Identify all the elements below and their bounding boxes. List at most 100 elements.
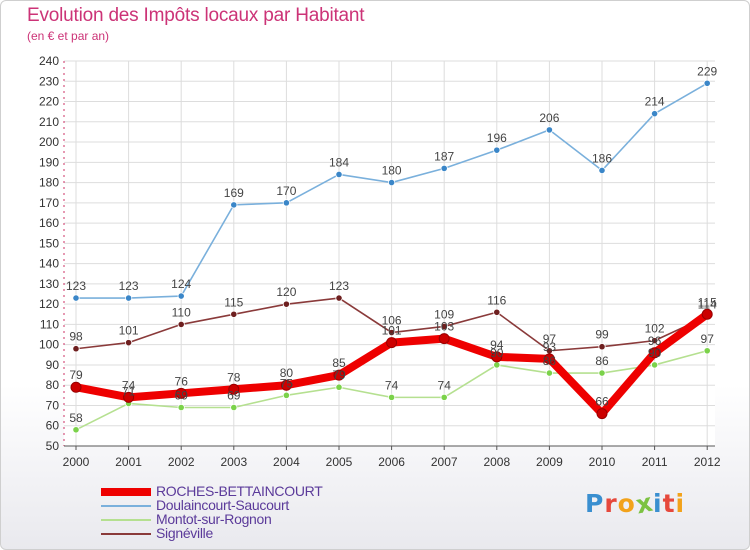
data-label: 90 xyxy=(648,346,662,360)
data-label: 170 xyxy=(276,184,296,198)
logo-letter: o xyxy=(617,489,636,518)
data-label: 110 xyxy=(172,305,191,319)
x-tick-label: 2008 xyxy=(483,455,510,469)
x-tick-label: 2004 xyxy=(273,455,300,469)
data-label: 86 xyxy=(595,354,609,368)
data-label: 186 xyxy=(592,151,612,165)
data-point xyxy=(598,166,606,175)
legend-label: Doulaincourt-Saucourt xyxy=(156,497,289,513)
data-point xyxy=(177,403,185,412)
y-tick-label: 100 xyxy=(39,338,59,352)
legend-label: Signéville xyxy=(156,525,213,541)
data-point xyxy=(177,320,185,329)
x-tick-label: 2002 xyxy=(168,455,195,469)
data-label: 206 xyxy=(539,111,559,125)
data-label: 69 xyxy=(227,389,241,403)
data-label: 187 xyxy=(434,149,454,163)
legend-item-montot-sur-rognon: Montot-sur-Rognon xyxy=(101,511,361,527)
legend-swatch xyxy=(101,519,151,521)
data-point xyxy=(491,351,503,363)
data-point xyxy=(280,379,292,391)
data-point xyxy=(650,337,659,345)
data-point xyxy=(72,426,80,434)
data-point xyxy=(70,381,82,393)
data-label: 123 xyxy=(119,279,139,293)
data-point xyxy=(282,199,290,207)
data-point xyxy=(335,294,343,302)
data-label: 180 xyxy=(382,164,402,178)
y-tick-label: 220 xyxy=(39,95,59,109)
chart-legend: ROCHES-BETTAINCOURT Doulaincourt-Saucour… xyxy=(101,483,361,541)
data-point xyxy=(650,361,659,369)
data-point xyxy=(493,308,501,316)
y-tick-label: 190 xyxy=(39,155,59,169)
chart-title: Evolution des Impôts locaux par Habitant xyxy=(27,5,365,26)
data-label: 115 xyxy=(698,295,717,309)
legend-item-signeville: Signéville xyxy=(101,525,361,541)
data-point xyxy=(333,369,345,381)
data-label: 115 xyxy=(224,295,243,309)
x-tick-label: 2010 xyxy=(589,455,616,469)
data-point xyxy=(596,408,608,420)
data-point xyxy=(230,403,238,412)
logo-letter: i xyxy=(675,489,686,518)
data-point xyxy=(123,391,135,403)
data-label: 99 xyxy=(595,328,609,342)
data-point xyxy=(228,383,240,395)
data-label: 80 xyxy=(280,366,294,380)
data-label: 97 xyxy=(701,332,715,346)
data-point xyxy=(177,292,185,300)
y-tick-label: 70 xyxy=(46,398,60,412)
data-label: 196 xyxy=(487,131,507,145)
data-point xyxy=(125,294,133,302)
data-label: 123 xyxy=(66,279,86,293)
data-label: 86 xyxy=(543,354,557,368)
data-label: 76 xyxy=(175,374,189,388)
data-point xyxy=(438,333,450,345)
data-label: 101 xyxy=(119,324,139,338)
data-label: 184 xyxy=(329,155,349,169)
data-point xyxy=(230,310,238,318)
data-point xyxy=(175,387,187,399)
data-label: 58 xyxy=(69,411,83,425)
data-point xyxy=(703,347,711,355)
y-tick-label: 60 xyxy=(46,419,60,433)
data-label: 94 xyxy=(490,338,504,352)
y-tick-label: 200 xyxy=(39,135,59,149)
data-label: 169 xyxy=(224,186,244,200)
data-label: 85 xyxy=(332,356,346,370)
data-label: 229 xyxy=(697,64,717,78)
data-point xyxy=(543,353,555,365)
data-point xyxy=(387,393,396,401)
data-label: 97 xyxy=(543,332,557,346)
legend-swatch xyxy=(101,533,151,535)
y-tick-label: 160 xyxy=(39,216,59,230)
data-label: 79 xyxy=(69,368,83,382)
data-point xyxy=(493,146,501,154)
legend-swatch xyxy=(101,488,151,496)
data-point xyxy=(282,300,290,308)
data-point xyxy=(387,328,396,337)
data-point xyxy=(650,110,659,118)
x-tick-label: 2007 xyxy=(431,455,458,469)
data-label: 66 xyxy=(595,395,609,409)
data-label: 71 xyxy=(122,384,136,398)
y-tick-label: 110 xyxy=(40,317,59,331)
logo-letter: t xyxy=(662,489,676,518)
logo-letter: P xyxy=(585,489,605,518)
data-point xyxy=(282,391,290,399)
legend-label: ROCHES-BETTAINCOURT xyxy=(156,483,323,499)
y-tick-label: 50 xyxy=(46,439,60,453)
data-point xyxy=(493,361,501,369)
data-label: 106 xyxy=(382,314,402,328)
data-label: 78 xyxy=(227,370,241,384)
y-tick-label: 130 xyxy=(39,277,59,291)
data-point xyxy=(125,339,133,347)
data-label: 96 xyxy=(648,334,662,348)
chart-subtitle: (en € et par an) xyxy=(27,29,110,43)
legend-swatch xyxy=(101,505,151,507)
y-tick-label: 150 xyxy=(39,236,59,250)
data-label: 120 xyxy=(276,285,296,299)
